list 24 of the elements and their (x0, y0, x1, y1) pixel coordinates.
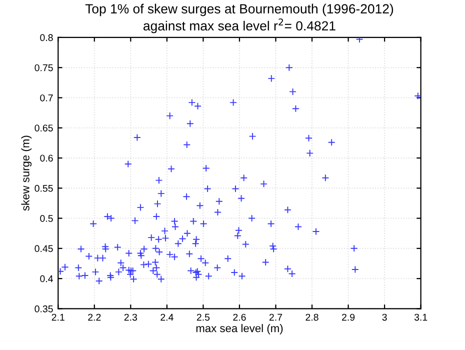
y-tick-label: 0.55 (34, 184, 53, 192)
x-tick-label: 3.1 (414, 314, 428, 321)
x-tick-label: 2.6 (233, 314, 246, 321)
x-tick-label: 2.8 (306, 314, 318, 321)
y-tick-label: 0.45 (34, 245, 53, 252)
x-tick-label: 2.9 (342, 314, 355, 321)
x-tick-label: 2.7 (269, 314, 282, 321)
y-tick-label: 0.6 (40, 154, 53, 162)
y-tick-label: 0.65 (34, 124, 53, 132)
chart-title: Top 1% of skew surges at Bournemouth (1996-2012) against max sea level r$^{2}$= 0.4821 (85, 4, 394, 34)
x-tick-label: 2.4 (160, 314, 174, 321)
x-tick-label: 2.2 (88, 314, 101, 321)
y-tick-label: 0.5 (40, 215, 53, 222)
x-tick-label: 3 (382, 314, 387, 321)
y-tick-label: 0.7 (40, 94, 53, 102)
x-tick-label: 2.3 (124, 314, 137, 321)
y-axis-title: skew surge (m) (21, 136, 32, 211)
y-tick-label: 0.4 (40, 275, 53, 282)
x-tick-label: 2.1 (52, 314, 64, 321)
y-tick-label: 0.75 (34, 64, 53, 72)
y-tick-label: 0.35 (34, 305, 53, 312)
x-axis-title: max sea level (m) (196, 324, 283, 334)
y-tick-label: 0.8 (40, 34, 53, 42)
x-tick-label: 2.5 (196, 314, 210, 321)
